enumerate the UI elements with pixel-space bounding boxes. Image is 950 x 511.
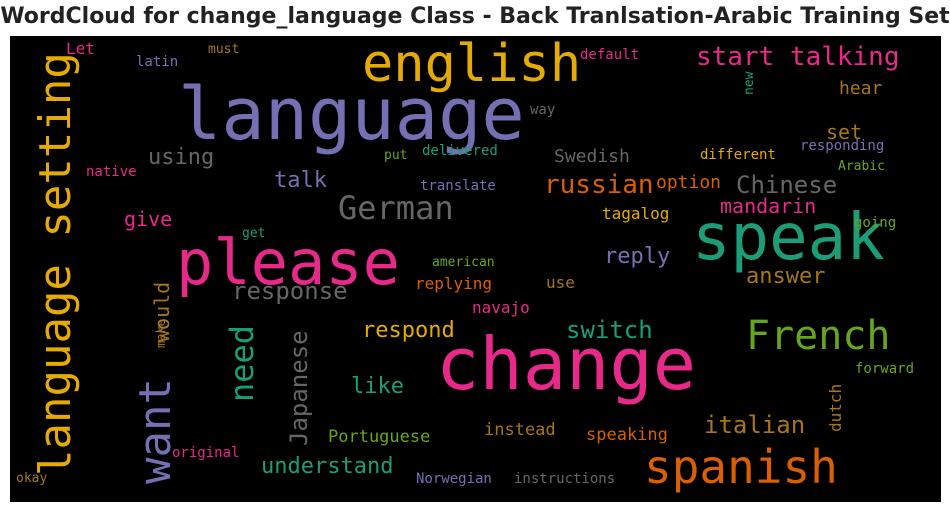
- word-portuguese: Portuguese: [328, 427, 431, 447]
- word-must: must: [208, 42, 240, 57]
- word-american: american: [432, 255, 495, 270]
- word-russian: russian: [544, 170, 654, 200]
- word-make: make: [154, 319, 168, 348]
- word-forward: forward: [855, 361, 915, 377]
- word-arabic: Arabic: [838, 159, 885, 174]
- word-option: option: [656, 172, 722, 193]
- word-going: going: [854, 215, 897, 231]
- word-instead: instead: [484, 420, 556, 440]
- word-speak: speak: [692, 201, 885, 275]
- word-change: change: [436, 322, 697, 406]
- word-english: english: [362, 36, 582, 94]
- word-put: put: [384, 148, 408, 163]
- word-new: new: [742, 71, 757, 95]
- word-start-talking: start talking: [696, 42, 900, 72]
- word-translate: translate: [420, 178, 496, 194]
- word-replying: replying: [415, 274, 493, 293]
- word-speaking: speaking: [586, 425, 668, 445]
- word-using: using: [148, 145, 215, 170]
- word-norwegian: Norwegian: [416, 471, 492, 487]
- word-like: like: [351, 374, 404, 399]
- word-chinese: Chinese: [736, 171, 838, 199]
- word-response: response: [232, 277, 348, 305]
- word-reply: reply: [604, 244, 671, 269]
- word-japanese: Japanese: [285, 330, 313, 446]
- word-okay: okay: [16, 471, 48, 486]
- word-hear: hear: [839, 78, 883, 99]
- word-set: set: [826, 120, 863, 144]
- word-instructions: instructions: [514, 471, 616, 487]
- word-dutch: dutch: [826, 383, 845, 432]
- word-native: native: [86, 164, 137, 180]
- word-way: way: [530, 102, 556, 118]
- word-mandarin: mandarin: [720, 194, 817, 218]
- word-give: give: [124, 207, 173, 231]
- word-need: need: [223, 324, 261, 402]
- word-default: default: [580, 47, 640, 63]
- word-german: German: [338, 189, 454, 227]
- word-answer: answer: [746, 264, 826, 289]
- word-want: want: [130, 378, 181, 484]
- word-spanish: spanish: [644, 440, 838, 494]
- word-switch: switch: [566, 316, 653, 344]
- chart-title: WordCloud for change_language Class - Ba…: [0, 4, 950, 29]
- word-language-setting: language setting: [30, 52, 81, 476]
- word-let: Let: [66, 39, 95, 58]
- word-get: get: [242, 226, 266, 241]
- word-respond: respond: [362, 318, 455, 343]
- word-use: use: [546, 273, 575, 292]
- word-delivered: delivered: [422, 143, 498, 159]
- word-cloud-canvas: language english start talking speak please c…: [10, 36, 941, 502]
- word-different: different: [700, 147, 776, 163]
- word-tagalog: tagalog: [602, 204, 670, 223]
- word-understand: understand: [261, 454, 394, 479]
- word-language: language: [178, 72, 525, 156]
- word-italian: italian: [704, 411, 806, 439]
- word-please: please: [176, 226, 400, 299]
- word-talk: talk: [274, 168, 327, 193]
- word-swedish: Swedish: [554, 146, 630, 167]
- word-original: original: [172, 445, 240, 461]
- word-french: French: [746, 313, 891, 359]
- word-responding: responding: [800, 138, 885, 154]
- word-navajo: navajo: [472, 298, 530, 317]
- word-latin: latin: [136, 54, 179, 70]
